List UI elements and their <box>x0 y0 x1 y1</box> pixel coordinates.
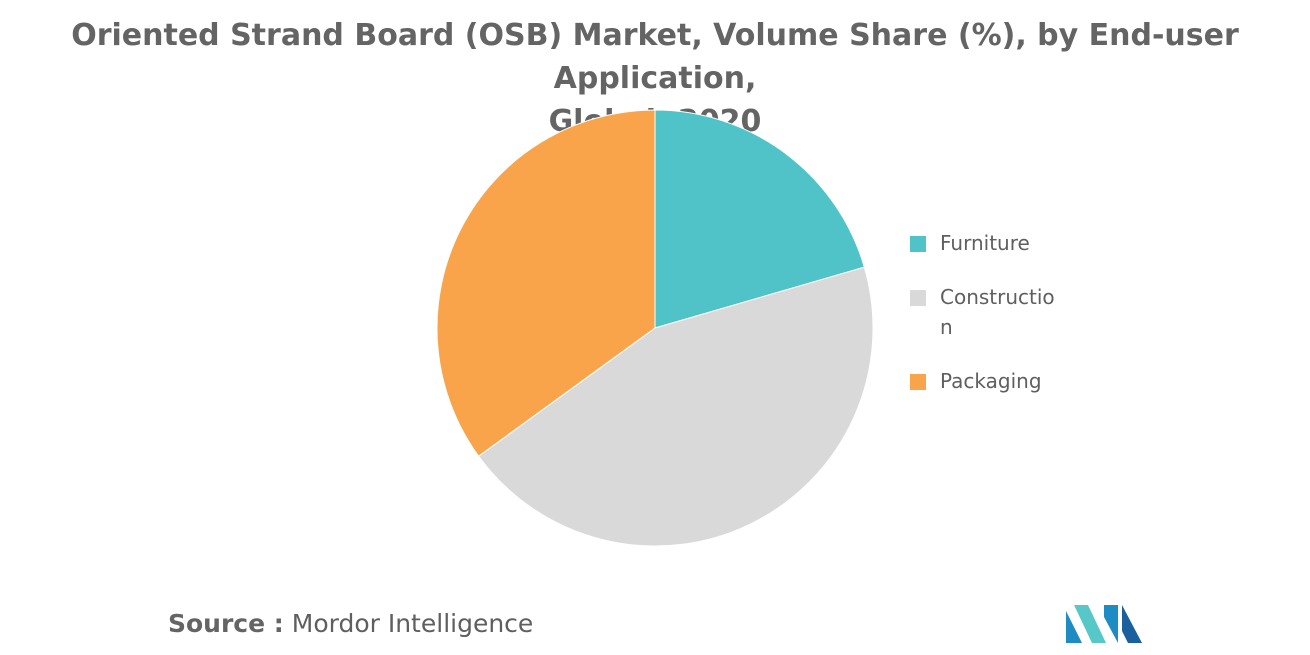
legend-item-furniture: Furniture <box>910 228 1090 258</box>
legend-swatch-furniture <box>910 236 926 252</box>
legend-item-packaging: Packaging <box>910 366 1090 396</box>
legend-swatch-construction <box>910 290 926 306</box>
legend-swatch-packaging <box>910 374 926 390</box>
pie-slice-packaging <box>436 109 656 457</box>
mordor-intelligence-logo-icon <box>1066 605 1142 643</box>
source-label: Source : <box>168 609 284 638</box>
chart-legend: Furniture Construction Packaging <box>910 228 1090 420</box>
pie-slice-furniture <box>654 109 865 329</box>
legend-label-construction: Construction <box>940 285 1055 339</box>
source-note: Source : Mordor Intelligence <box>168 606 533 642</box>
logo-shape-left <box>1066 611 1082 643</box>
logo-shape-mid-left <box>1074 605 1106 643</box>
chart-title: Oriented Strand Board (OSB) Market, Volu… <box>0 14 1310 143</box>
logo-shape-right <box>1122 605 1142 643</box>
pie-slices <box>436 109 874 547</box>
source-text: Mordor Intelligence <box>291 609 534 638</box>
logo-shape-mid-right <box>1104 605 1118 643</box>
legend-label-packaging: Packaging <box>940 369 1042 393</box>
pie-slice-construction <box>477 266 874 547</box>
legend-label-furniture: Furniture <box>940 231 1030 255</box>
chart-title-line-1: Oriented Strand Board (OSB) Market, Volu… <box>71 18 1239 96</box>
legend-item-construction: Construction <box>910 282 1090 342</box>
